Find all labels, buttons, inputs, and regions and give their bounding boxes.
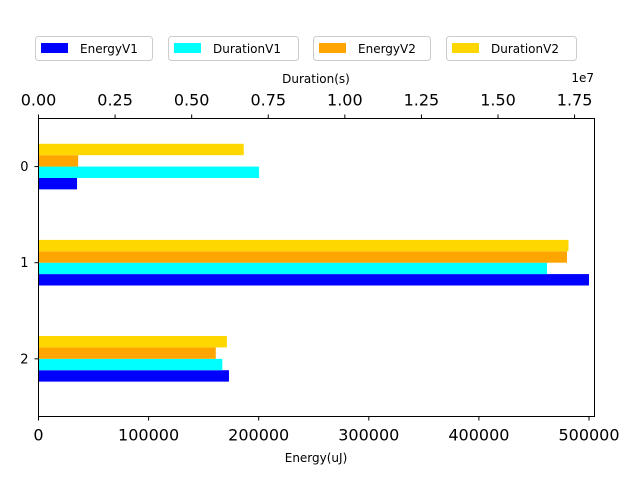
bottom-tick-label: 0 (33, 426, 43, 445)
top-tick-label: 1.25 (404, 91, 440, 110)
x-axis-title: Energy(uJ) (285, 451, 348, 465)
bar-durationv2-0 (39, 144, 244, 155)
top-tick-label: 0.00 (21, 91, 57, 110)
bottom-tick-label: 300000 (338, 426, 399, 445)
y-tick-label: 0 (20, 160, 28, 175)
legend-label-durationv1: DurationV1 (213, 42, 281, 56)
legend-label-energyv1: EnergyV1 (80, 42, 138, 56)
bar-energyv1-2 (39, 370, 229, 381)
y-axis: 0 1 2 (20, 160, 38, 367)
legend: EnergyV1 DurationV1 EnergyV2 DurationV2 (36, 37, 577, 61)
top-tick-label: 0.75 (250, 91, 286, 110)
legend-swatch-energyv1 (41, 43, 68, 53)
bar-durationv1-2 (39, 359, 223, 370)
legend-swatch-durationv2 (452, 43, 479, 53)
bar-energyv2-0 (39, 155, 79, 166)
bar-energyv2-1 (39, 251, 567, 262)
bottom-tick-label: 400000 (448, 426, 509, 445)
legend-label-energyv2: EnergyV2 (358, 42, 416, 56)
bars (39, 144, 589, 382)
bottom-tick-label: 500000 (558, 426, 619, 445)
top-tick-label: 1.75 (557, 91, 593, 110)
legend-swatch-energyv2 (319, 43, 346, 53)
bar-energyv1-0 (39, 178, 78, 189)
top-tick-label: 0.25 (97, 91, 133, 110)
legend-label-durationv2: DurationV2 (491, 42, 559, 56)
top-axis-offset-label: 1e7 (571, 71, 594, 85)
bar-durationv2-1 (39, 240, 569, 251)
bar-durationv2-2 (39, 336, 227, 347)
bar-energyv1-1 (39, 274, 589, 285)
top-x-axis: 0.00 0.25 0.50 0.75 1.00 1.25 1.50 1.75 (21, 91, 593, 119)
top-tick-label: 1.50 (480, 91, 516, 110)
bottom-tick-label: 200000 (228, 426, 289, 445)
y-tick-label: 1 (20, 256, 28, 271)
bottom-x-axis: 0 100000 200000 300000 400000 500000 (33, 417, 619, 445)
top-tick-label: 1.00 (327, 91, 363, 110)
bar-durationv1-0 (39, 167, 260, 178)
y-tick-label: 2 (20, 352, 28, 367)
bottom-tick-label: 100000 (118, 426, 179, 445)
legend-swatch-durationv1 (174, 43, 201, 53)
top-x-axis-title: Duration(s) (282, 72, 350, 86)
top-tick-label: 0.50 (174, 91, 210, 110)
bar-energyv2-2 (39, 347, 216, 358)
bar-durationv1-1 (39, 263, 548, 274)
